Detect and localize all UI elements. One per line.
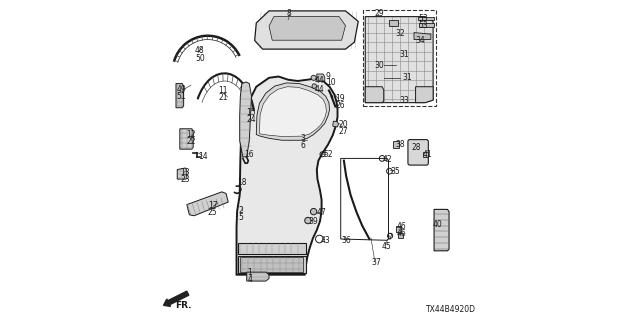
Text: 44: 44	[314, 85, 324, 94]
Text: 40: 40	[433, 220, 443, 229]
FancyArrow shape	[164, 291, 189, 307]
Polygon shape	[333, 121, 339, 127]
Text: 34: 34	[415, 36, 426, 45]
Polygon shape	[237, 76, 337, 275]
Polygon shape	[240, 257, 303, 271]
Polygon shape	[259, 87, 326, 136]
Circle shape	[305, 217, 311, 224]
Polygon shape	[398, 233, 403, 238]
Polygon shape	[269, 17, 346, 40]
Polygon shape	[238, 256, 306, 273]
Polygon shape	[240, 82, 252, 157]
Polygon shape	[246, 272, 269, 281]
FancyBboxPatch shape	[408, 140, 428, 165]
Text: 4: 4	[247, 275, 252, 284]
Polygon shape	[256, 83, 330, 140]
Polygon shape	[180, 129, 193, 149]
Text: 1: 1	[247, 268, 252, 277]
Text: 29: 29	[375, 9, 385, 18]
Text: 30: 30	[375, 61, 385, 70]
Text: 47: 47	[316, 208, 326, 217]
Text: 12: 12	[186, 130, 196, 139]
Text: 35: 35	[390, 167, 400, 176]
Polygon shape	[390, 20, 398, 26]
Text: 38: 38	[396, 140, 406, 149]
Polygon shape	[414, 33, 431, 40]
Text: 31: 31	[402, 73, 412, 82]
Text: FR.: FR.	[175, 301, 191, 310]
Text: 25: 25	[208, 208, 218, 217]
Text: 41: 41	[422, 150, 432, 159]
Text: 45: 45	[381, 242, 391, 251]
Text: 39: 39	[309, 217, 319, 226]
Text: 37: 37	[371, 258, 381, 267]
Polygon shape	[238, 243, 306, 254]
Text: 46: 46	[397, 222, 407, 231]
Text: 19: 19	[335, 94, 345, 103]
Polygon shape	[176, 84, 184, 108]
Text: 50: 50	[195, 53, 205, 62]
Text: 48: 48	[195, 45, 205, 55]
Text: 52: 52	[323, 150, 333, 159]
Text: 11: 11	[219, 86, 228, 95]
Text: 16: 16	[244, 150, 254, 159]
Polygon shape	[317, 74, 324, 81]
Text: 43: 43	[321, 236, 330, 245]
Polygon shape	[396, 226, 401, 232]
Polygon shape	[422, 152, 428, 157]
Text: 5: 5	[239, 213, 244, 222]
Circle shape	[310, 208, 317, 215]
Text: 21: 21	[219, 93, 228, 102]
Polygon shape	[419, 23, 434, 27]
Text: 46: 46	[397, 229, 407, 238]
Text: 17: 17	[208, 201, 218, 210]
Text: 22: 22	[186, 137, 196, 146]
Text: 53: 53	[418, 14, 428, 23]
Text: 26: 26	[335, 101, 345, 110]
Text: 9: 9	[326, 72, 331, 81]
Text: 49: 49	[177, 85, 186, 94]
Text: 36: 36	[342, 236, 351, 245]
Text: 44: 44	[314, 76, 324, 85]
Text: 42: 42	[383, 155, 393, 164]
Polygon shape	[255, 11, 358, 49]
Text: 6: 6	[300, 141, 305, 150]
Text: 24: 24	[246, 115, 256, 124]
Text: 23: 23	[180, 175, 190, 184]
Polygon shape	[394, 141, 399, 148]
Bar	[363, 10, 436, 106]
Text: 15: 15	[246, 108, 256, 117]
Text: 3: 3	[300, 134, 305, 143]
Text: 8: 8	[287, 9, 291, 18]
Polygon shape	[434, 209, 449, 251]
Polygon shape	[418, 17, 434, 20]
Text: 32: 32	[396, 29, 406, 38]
Text: 53: 53	[418, 21, 428, 30]
Text: 51: 51	[177, 92, 186, 101]
Text: 33: 33	[399, 96, 409, 105]
Text: 2: 2	[239, 206, 243, 215]
Text: TX44B4920D: TX44B4920D	[426, 305, 476, 314]
Text: 31: 31	[399, 50, 409, 59]
Text: 13: 13	[180, 168, 190, 177]
Text: 20: 20	[339, 120, 348, 129]
Circle shape	[312, 84, 317, 88]
Polygon shape	[365, 17, 433, 103]
Polygon shape	[187, 192, 228, 216]
Polygon shape	[365, 87, 384, 103]
Circle shape	[311, 75, 316, 80]
Polygon shape	[244, 106, 253, 132]
Text: 27: 27	[339, 127, 348, 136]
Text: 7: 7	[388, 233, 392, 242]
Polygon shape	[177, 168, 187, 179]
Text: 28: 28	[412, 143, 421, 152]
Polygon shape	[415, 87, 433, 103]
Text: 18: 18	[237, 178, 246, 187]
Text: 10: 10	[326, 78, 335, 87]
Text: 14: 14	[198, 152, 208, 161]
